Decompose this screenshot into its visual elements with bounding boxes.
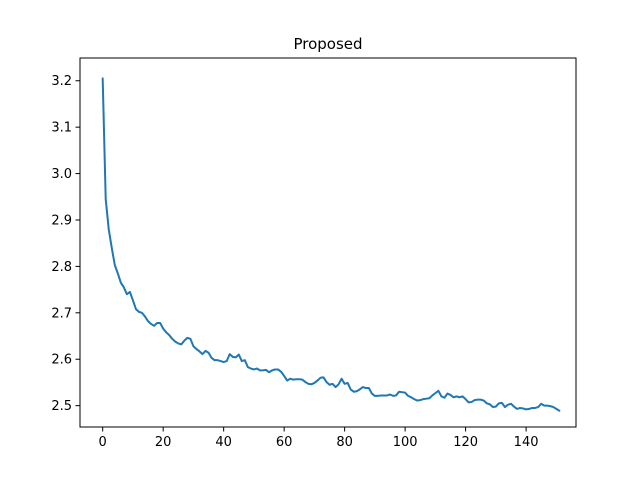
y-tick-label: 2.9 xyxy=(51,213,72,228)
y-tick-label: 3.1 xyxy=(51,121,72,136)
plot-frame xyxy=(79,57,577,428)
y-tick-label: 2.6 xyxy=(51,353,72,368)
y-tick-label: 3.0 xyxy=(51,167,72,182)
x-tick-label: 100 xyxy=(393,435,418,450)
x-tick-label: 40 xyxy=(215,435,232,450)
x-axis: 0 20 40 60 80 100 120 140 xyxy=(99,427,539,450)
y-tick-label: 3.2 xyxy=(51,74,72,89)
chart-title: Proposed xyxy=(293,35,362,53)
x-tick-label: 20 xyxy=(155,435,172,450)
y-tick-label: 2.8 xyxy=(51,260,72,275)
y-tick-label: 2.5 xyxy=(51,399,72,414)
y-tick-label: 2.7 xyxy=(51,306,72,321)
x-tick-label: 140 xyxy=(514,435,539,450)
y-axis: 2.5 2.6 2.7 2.8 2.9 3.0 3.1 3.2 xyxy=(51,74,80,414)
x-tick-label: 80 xyxy=(336,435,353,450)
x-tick-label: 60 xyxy=(276,435,293,450)
x-tick-label: 120 xyxy=(453,435,478,450)
series-line xyxy=(101,77,561,412)
x-tick-label: 0 xyxy=(99,435,107,450)
